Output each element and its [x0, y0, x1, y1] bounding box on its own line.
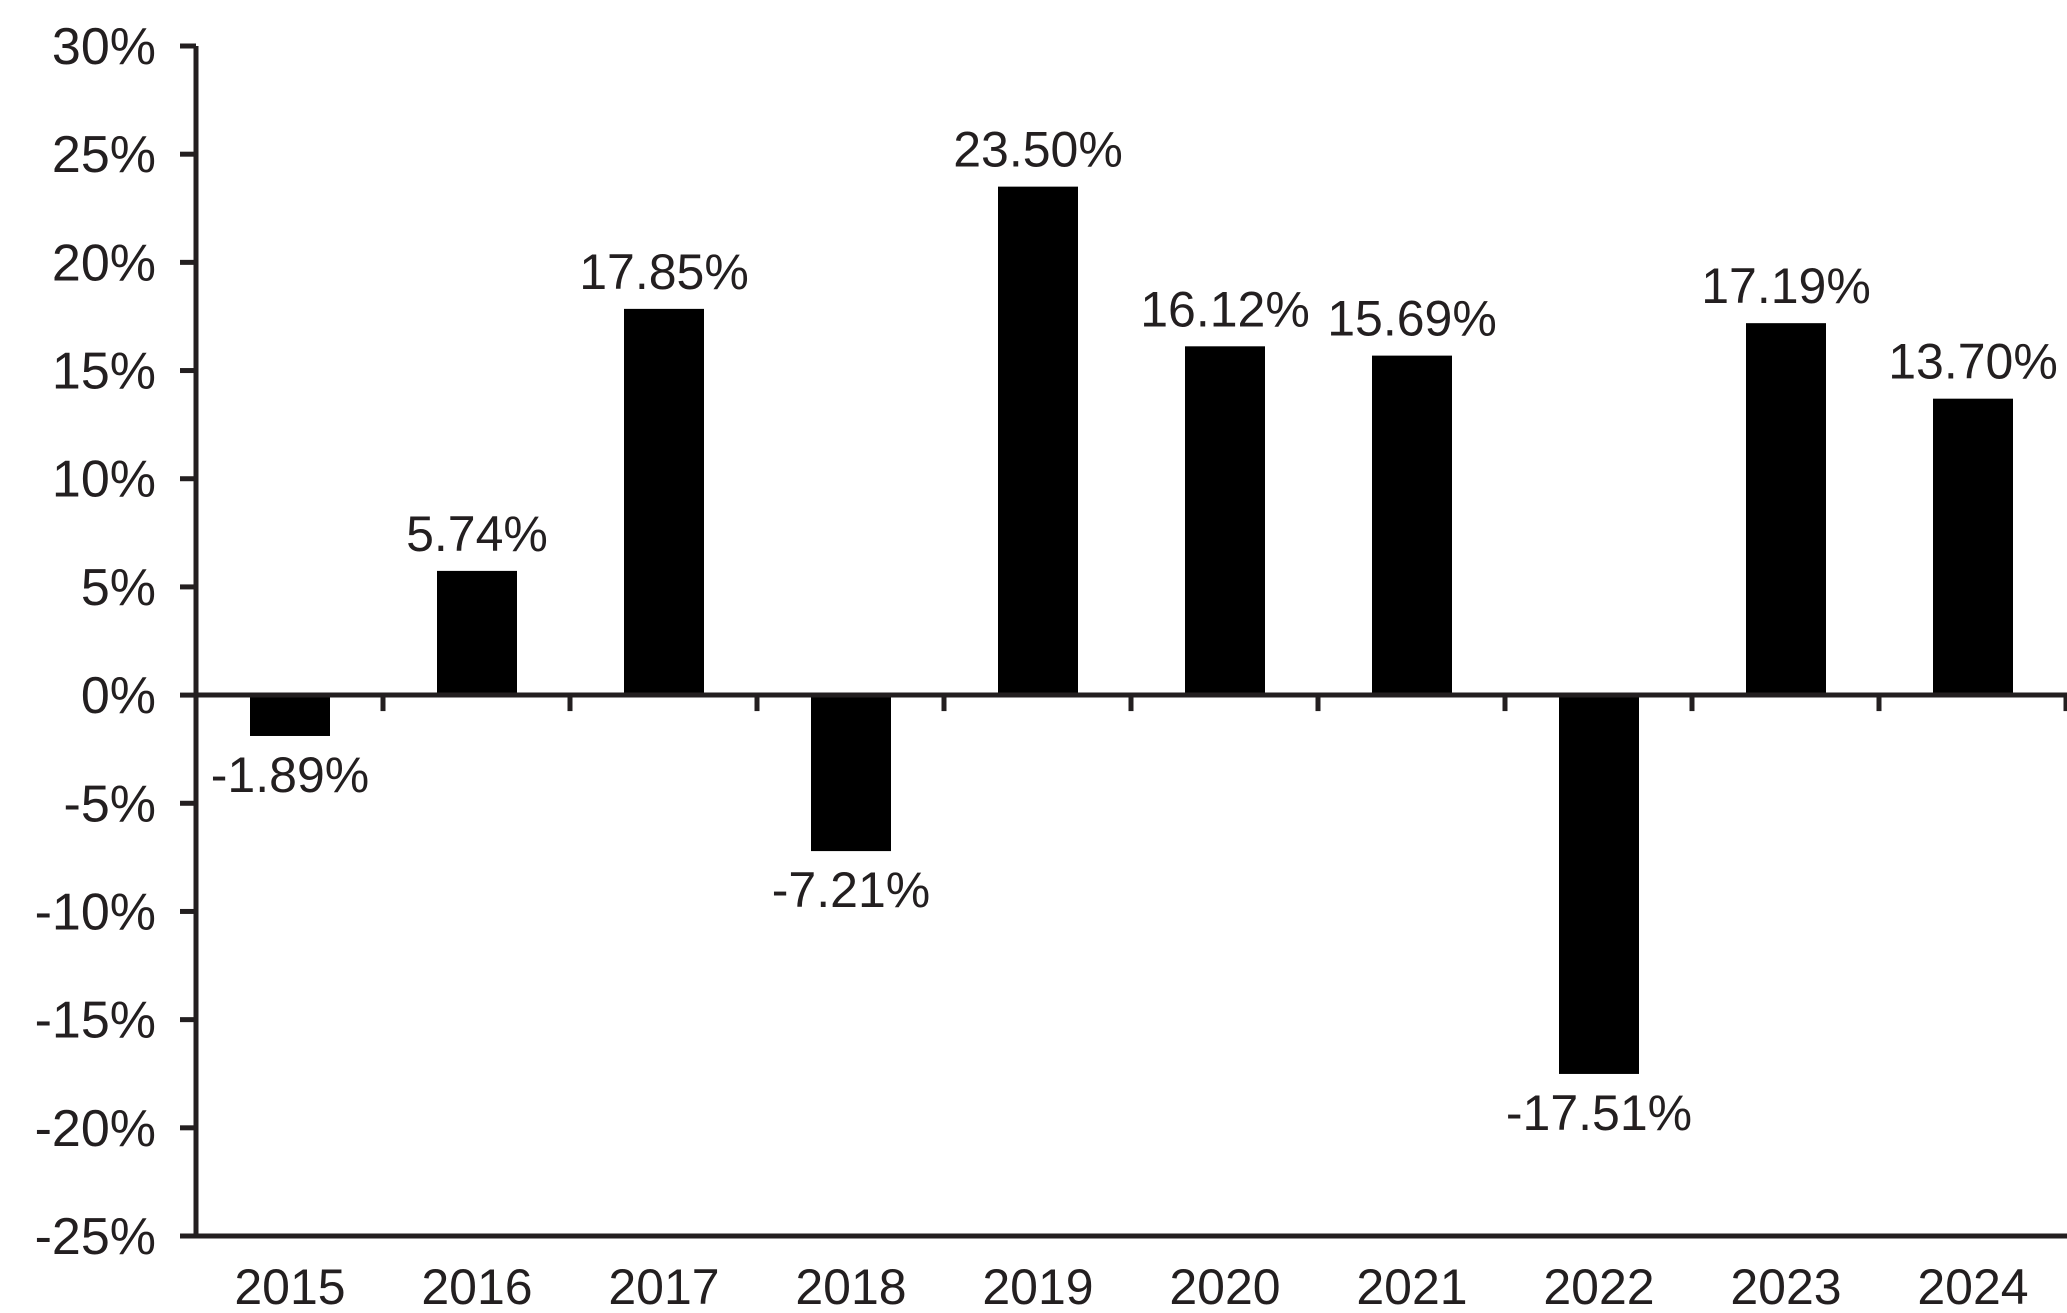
data-label-2015: -1.89% [211, 747, 369, 803]
x-category-label: 2019 [982, 1259, 1093, 1308]
data-label-2022: -17.51% [1506, 1085, 1692, 1141]
bar-2022 [1559, 695, 1639, 1074]
y-tick-label: 0% [81, 667, 156, 725]
bar-2023 [1746, 323, 1826, 696]
y-tick-label: 30% [52, 18, 156, 76]
x-category-label: 2022 [1543, 1259, 1654, 1308]
bar-2020 [1185, 346, 1265, 696]
y-tick-label: 5% [81, 559, 156, 617]
data-label-2019: 23.50% [953, 122, 1123, 178]
y-tick-label: 15% [52, 343, 156, 401]
y-tick-label: -10% [35, 883, 156, 941]
data-label-2016: 5.74% [406, 506, 548, 562]
data-label-2024: 13.70% [1888, 334, 2058, 390]
bar-2015 [250, 695, 330, 736]
y-tick-label: 20% [52, 234, 156, 292]
bar-2021 [1372, 355, 1452, 696]
y-tick-label: -15% [35, 992, 156, 1050]
data-label-2021: 15.69% [1327, 291, 1497, 347]
x-category-label: 2015 [234, 1259, 345, 1308]
axes-layer [193, 46, 2067, 1239]
bar-2019 [998, 186, 1078, 696]
y-axis-ticks: 30% 25% 20% 15% 10% 5% 0% -5% -10% -15% -20% -25% [35, 18, 196, 1266]
data-labels: -1.89% 5.74% 17.85% -7.21% 23.50% 16.12% 15.69… [211, 122, 2058, 1141]
data-label-2020: 16.12% [1140, 281, 1310, 337]
x-category-label: 2024 [1917, 1259, 2028, 1308]
y-tick-label: -20% [35, 1100, 156, 1158]
data-label-2023: 17.19% [1701, 258, 1871, 314]
y-tick-label: 10% [52, 451, 156, 509]
x-category-label: 2020 [1169, 1259, 1280, 1308]
y-tick-label: 25% [52, 126, 156, 184]
data-label-2017: 17.85% [579, 244, 749, 300]
data-label-2018: -7.21% [772, 862, 930, 918]
x-category-label: 2016 [421, 1259, 532, 1308]
y-tick-label: -25% [35, 1208, 156, 1266]
bar-2017 [624, 308, 704, 696]
bar-2016 [437, 570, 517, 696]
bars-layer [250, 186, 2013, 1074]
x-category-label: 2023 [1730, 1259, 1841, 1308]
bar-2018 [811, 695, 891, 852]
bar-2024 [1933, 398, 2013, 696]
x-category-label: 2021 [1356, 1259, 1467, 1308]
x-category-label: 2018 [795, 1259, 906, 1308]
x-category-label: 2017 [608, 1259, 719, 1308]
y-tick-label: -5% [64, 775, 156, 833]
x-axis-ticks: 2015 2016 2017 2018 2019 2020 2021 2022 2023 2024 [234, 695, 2067, 1313]
